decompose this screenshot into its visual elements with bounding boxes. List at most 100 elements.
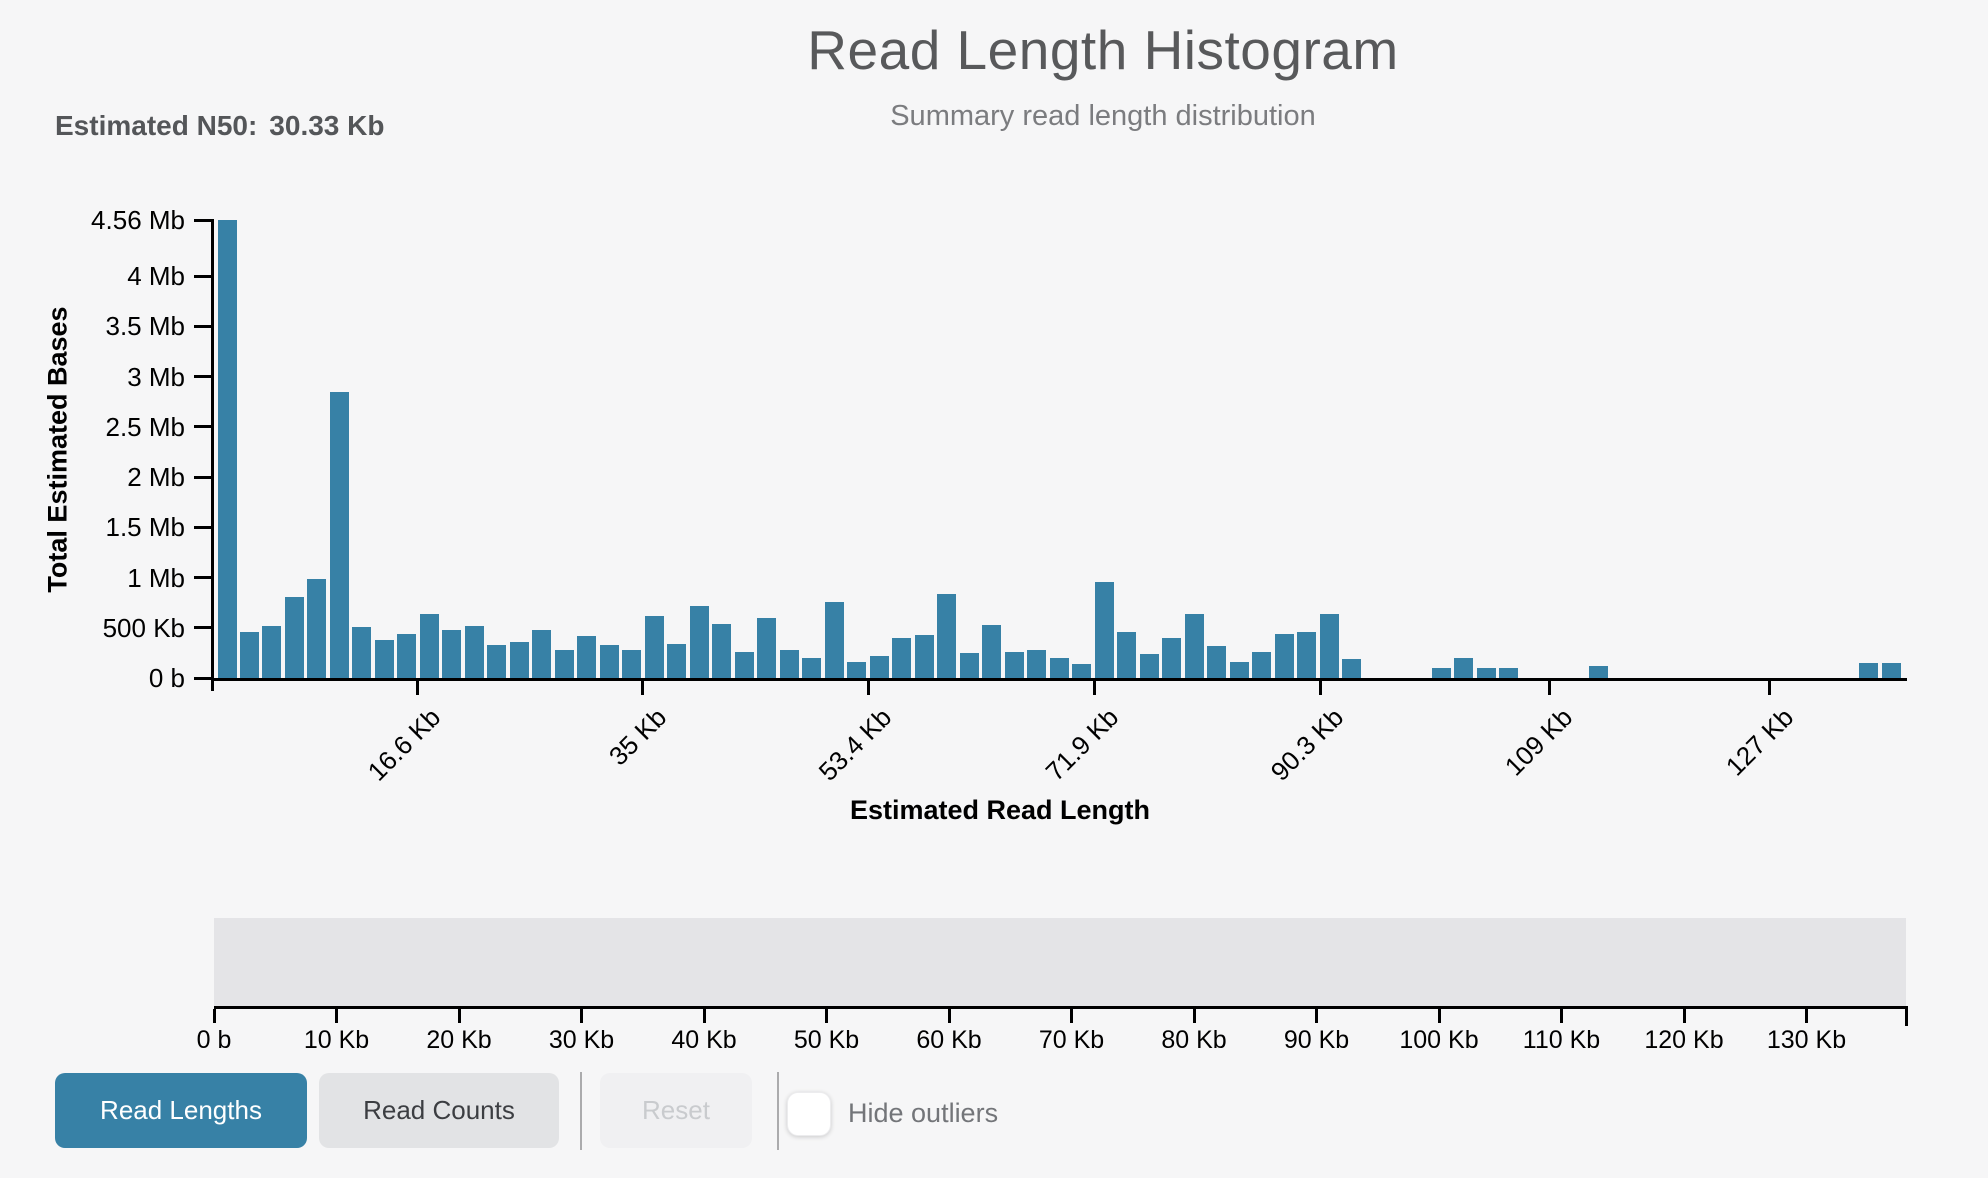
histogram-bar[interactable] xyxy=(307,578,327,678)
histogram-bar[interactable] xyxy=(464,625,484,678)
y-axis-tick-label: 3.5 Mb xyxy=(105,311,186,342)
histogram-bar[interactable] xyxy=(1207,645,1227,678)
histogram-bar[interactable] xyxy=(1252,651,1272,678)
x-axis-tick xyxy=(415,681,419,695)
navigator-axis-tick xyxy=(212,1009,216,1023)
y-axis-tick-label: 3 Mb xyxy=(127,361,185,392)
x-axis-tick xyxy=(1547,681,1551,695)
histogram-bar[interactable] xyxy=(532,629,552,678)
navigator-axis-tick-label: 80 Kb xyxy=(1161,1026,1227,1054)
histogram-bar[interactable] xyxy=(982,624,1002,678)
histogram-bar[interactable] xyxy=(1049,657,1069,678)
toolbar-divider xyxy=(777,1072,779,1150)
navigator-axis-tick xyxy=(1315,1009,1318,1023)
x-axis-tick-label: 53.4 Kb xyxy=(812,702,898,787)
x-axis-tick xyxy=(1768,681,1772,695)
histogram-bar[interactable] xyxy=(667,643,687,678)
navigator-axis-tick-label: 40 Kb xyxy=(671,1026,737,1054)
navigator-axis-tick xyxy=(1070,1009,1073,1023)
navigator-axis-end-tick xyxy=(1905,1006,1909,1026)
navigator-axis-tick-label: 30 Kb xyxy=(548,1026,615,1054)
histogram-bar[interactable] xyxy=(1342,658,1361,678)
histogram-bar[interactable] xyxy=(847,661,867,678)
histogram-bar[interactable] xyxy=(824,601,844,678)
navigator-axis-tick-label: 70 Kb xyxy=(1038,1026,1105,1054)
histogram-bar[interactable] xyxy=(779,649,799,678)
histogram-bar[interactable] xyxy=(644,615,664,678)
histogram-bar[interactable] xyxy=(757,617,777,678)
histogram-bar[interactable] xyxy=(1476,667,1496,678)
histogram-bar[interactable] xyxy=(802,657,822,678)
navigator-axis-tick-label: 130 Kb xyxy=(1766,1026,1847,1054)
histogram-bar[interactable] xyxy=(869,655,889,678)
histogram-bar[interactable] xyxy=(1454,657,1474,678)
navigator-axis-tick-label: 90 Kb xyxy=(1283,1026,1350,1054)
histogram-bar[interactable] xyxy=(1859,662,1879,678)
navigator-axis-tick-label: 10 Kb xyxy=(303,1026,370,1054)
page-subtitle: Summary read length distribution xyxy=(890,100,1316,132)
read-lengths-button[interactable]: Read Lengths xyxy=(55,1073,307,1148)
navigator-axis-tick-label: 110 Kb xyxy=(1522,1026,1601,1054)
histogram-bar[interactable] xyxy=(487,644,507,678)
histogram-bar[interactable] xyxy=(1094,581,1114,678)
histogram-bar[interactable] xyxy=(329,391,349,678)
histogram-bar[interactable] xyxy=(577,635,597,678)
histogram-bar[interactable] xyxy=(554,649,574,678)
navigator-axis-tick xyxy=(1192,1009,1196,1023)
reset-button[interactable]: Reset xyxy=(600,1073,752,1148)
x-axis-tick xyxy=(1318,681,1322,695)
hide-outliers-checkbox[interactable] xyxy=(787,1092,831,1136)
navigator-brush-area[interactable] xyxy=(214,918,1906,1006)
histogram-bar[interactable] xyxy=(1117,631,1137,678)
histogram-bar[interactable] xyxy=(892,637,912,678)
y-axis-tick-label: 1.5 Mb xyxy=(105,512,186,543)
histogram-bar[interactable] xyxy=(1881,662,1901,678)
histogram-bar[interactable] xyxy=(1162,637,1182,678)
histogram-bar[interactable] xyxy=(1297,631,1317,678)
histogram-bar[interactable] xyxy=(622,649,642,678)
histogram-bar[interactable] xyxy=(712,623,732,678)
navigator-axis-tick xyxy=(335,1009,338,1023)
histogram-bar[interactable] xyxy=(1139,653,1159,678)
histogram-bar[interactable] xyxy=(914,634,934,678)
histogram-bar[interactable] xyxy=(419,613,439,678)
toolbar-divider xyxy=(580,1072,582,1150)
histogram-bar[interactable] xyxy=(262,625,282,678)
histogram-bar[interactable] xyxy=(239,631,259,678)
histogram-bar[interactable] xyxy=(1184,613,1204,678)
y-axis-tick xyxy=(194,324,214,328)
y-axis-tick xyxy=(194,626,214,630)
navigator-axis-tick-label: 60 Kb xyxy=(916,1026,982,1054)
histogram-bar[interactable] xyxy=(1027,649,1047,678)
histogram-bar[interactable] xyxy=(1229,661,1249,678)
histogram-bar[interactable] xyxy=(1589,665,1609,678)
histogram-bar[interactable] xyxy=(352,626,372,678)
histogram-bar[interactable] xyxy=(1274,633,1294,678)
read-counts-button[interactable]: Read Counts xyxy=(319,1073,559,1148)
navigator-axis-tick-label: 100 Kb xyxy=(1399,1026,1479,1054)
y-axis-tick xyxy=(194,218,214,222)
histogram-bar[interactable] xyxy=(937,593,957,678)
histogram-bar[interactable] xyxy=(442,629,462,678)
histogram-bar[interactable] xyxy=(509,641,529,678)
histogram-bar[interactable] xyxy=(599,644,619,678)
histogram-bar[interactable] xyxy=(397,633,417,678)
page-title: Read Length Histogram xyxy=(807,19,1399,81)
histogram-bar[interactable] xyxy=(284,596,304,678)
histogram-bar[interactable] xyxy=(1431,667,1451,678)
x-axis-tick xyxy=(1093,681,1097,695)
histogram-bar[interactable] xyxy=(959,652,979,678)
histogram-bar[interactable] xyxy=(1319,613,1339,678)
navigator-axis-tick xyxy=(457,1009,461,1023)
histogram-bar[interactable] xyxy=(374,639,394,678)
histogram-bar[interactable] xyxy=(1004,651,1024,678)
x-axis-tick-label: 71.9 Kb xyxy=(1039,702,1124,787)
histogram-bar[interactable] xyxy=(217,220,237,678)
navigator-axis-tick xyxy=(947,1009,951,1023)
histogram-bar[interactable] xyxy=(1499,667,1519,678)
estimated-n50: Estimated N50: 30.33 Kb xyxy=(55,110,384,142)
histogram-bar[interactable] xyxy=(734,651,754,678)
navigator-axis-tick xyxy=(1560,1009,1563,1023)
histogram-bar[interactable] xyxy=(1072,663,1092,678)
histogram-bar[interactable] xyxy=(689,605,709,678)
